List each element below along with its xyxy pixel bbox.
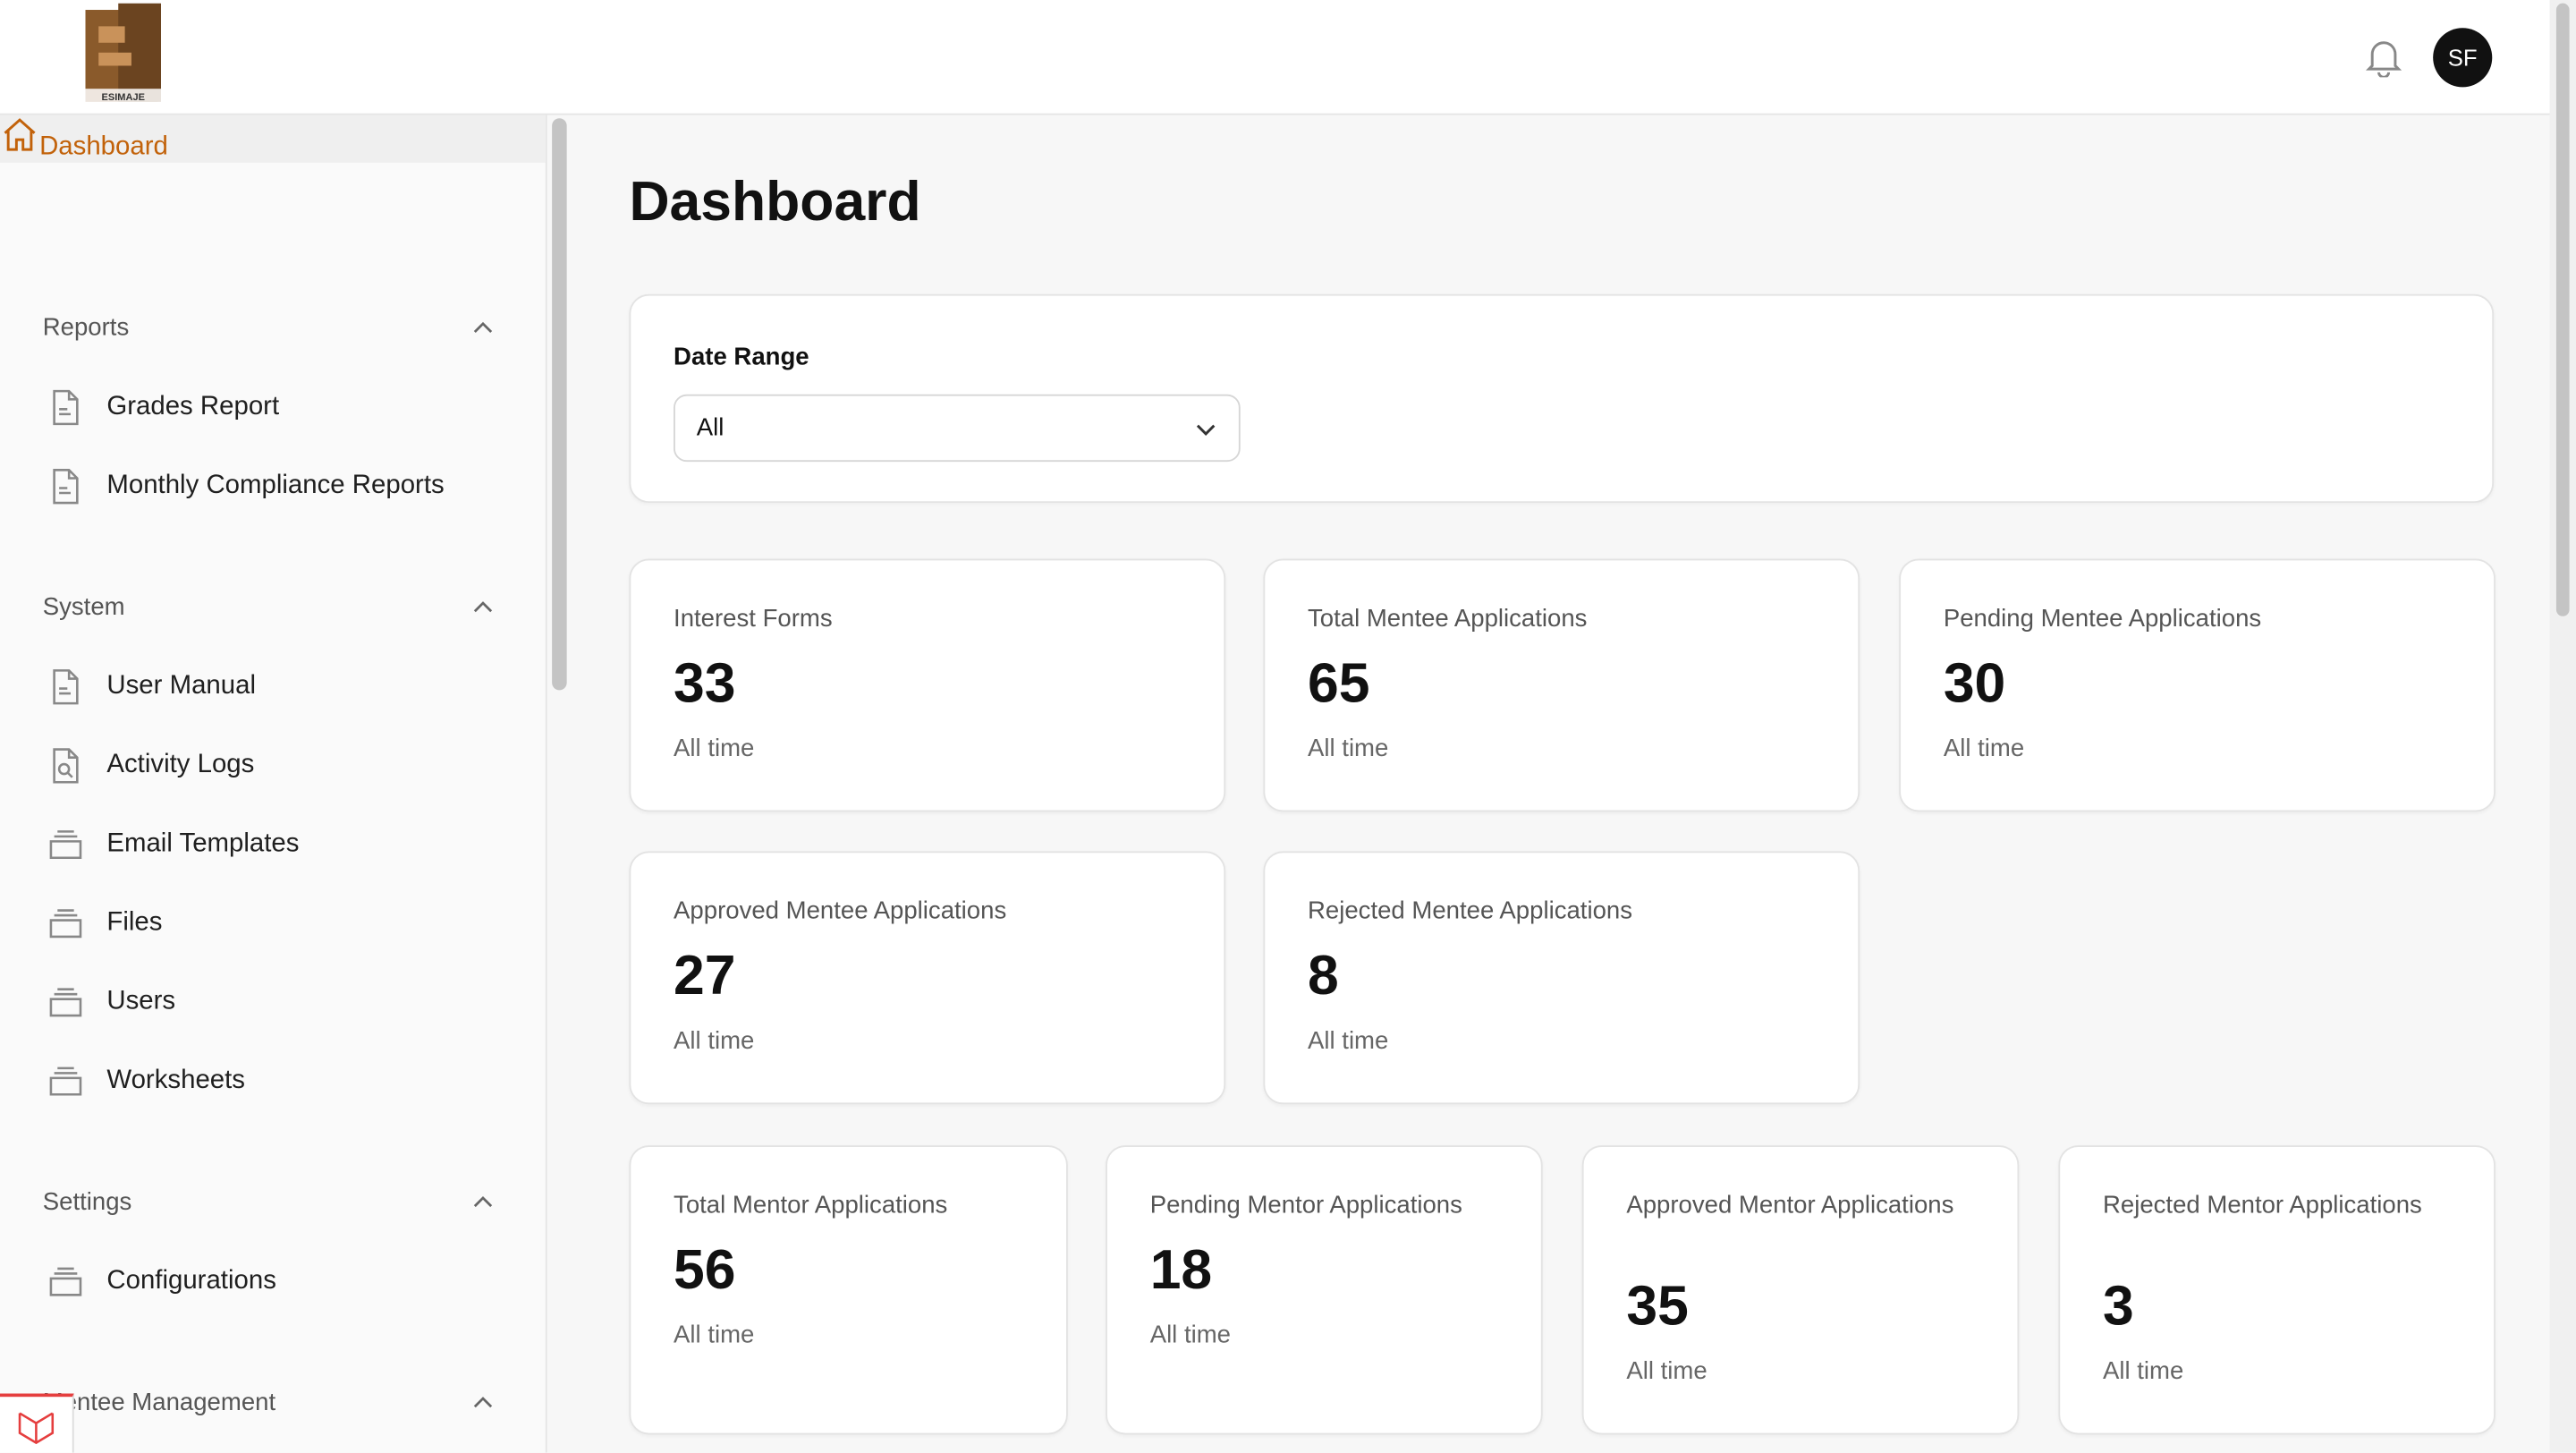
stat-label: Rejected Mentee Applications <box>1308 894 1816 930</box>
notifications-bell[interactable] <box>2366 38 2402 77</box>
nav-icon <box>46 467 85 506</box>
stat-description: All time <box>674 1027 754 1055</box>
stat-label: Pending Mentor Applications <box>1150 1188 1498 1224</box>
nav-label: Dashboard <box>39 133 168 161</box>
stat-value: 56 <box>674 1239 735 1304</box>
nav-icon <box>46 746 85 786</box>
stat-card: Total Mentor Applications 56 All time <box>629 1145 1067 1434</box>
nav-item[interactable]: Worksheets <box>30 1047 516 1116</box>
stat-description: All time <box>1944 735 2024 762</box>
top-bar: ESIMAJE SF <box>0 0 2550 115</box>
nav-item[interactable]: Grades Report <box>30 373 516 442</box>
nav-label: Worksheets <box>106 1066 245 1096</box>
nav-group-label[interactable]: Settings <box>43 1188 132 1216</box>
stat-label: Pending Mentee Applications <box>1944 601 2452 637</box>
stat-label: Rejected Mentor Applications <box>2103 1188 2451 1224</box>
stat-card: Rejected Mentee Applications 8 All time <box>1263 851 1860 1104</box>
debug-badge[interactable] <box>0 1394 74 1453</box>
sidebar-scrollbar <box>552 118 567 690</box>
page-scrollbar <box>2556 4 2570 616</box>
stat-card: Pending Mentee Applications 30 All time <box>1899 558 2496 811</box>
stat-value: 33 <box>674 652 735 717</box>
nav-label: Grades Report <box>106 393 279 422</box>
nav-item[interactable]: Activity Logs <box>30 731 516 800</box>
nav-icon <box>46 387 85 427</box>
filter-label: Date Range <box>674 344 809 371</box>
nav-item[interactable]: User Manual <box>30 652 516 721</box>
stat-card: Rejected Mentor Applications 3 All time <box>2058 1145 2496 1434</box>
stat-card: Approved Mentee Applications 27 All time <box>629 851 1225 1104</box>
nav-icon <box>46 904 85 943</box>
nav-label: Monthly Compliance Reports <box>106 472 444 501</box>
stat-description: All time <box>1150 1321 1231 1349</box>
nav-label: Users <box>106 988 175 1017</box>
stat-value: 65 <box>1308 652 1369 717</box>
stat-description: All time <box>1626 1357 1707 1385</box>
nav-icon <box>46 667 85 707</box>
stat-label: Approved Mentor Applications <box>1626 1188 1974 1224</box>
main: Dashboard Date Range All Interest Forms 33 Al… <box>572 115 2549 1453</box>
stat-description: All time <box>1308 1027 1388 1055</box>
stat-description: All time <box>2103 1357 2183 1385</box>
nav-label: Email Templates <box>106 830 299 860</box>
stat-card: Total Mentee Applications 65 All time <box>1263 558 1860 811</box>
stat-label: Interest Forms <box>674 601 1182 637</box>
nav-icon <box>0 115 39 155</box>
nav-label: Activity Logs <box>106 751 254 780</box>
stat-value: 8 <box>1308 945 1339 1009</box>
stat-value: 3 <box>2103 1275 2134 1339</box>
page-title: Dashboard <box>629 171 920 235</box>
nav-group-label[interactable]: System <box>43 593 125 621</box>
nav-group-label[interactable]: Mentee Management <box>43 1389 275 1416</box>
stat-label: Approved Mentee Applications <box>674 894 1182 930</box>
nav-item[interactable]: Configurations <box>30 1247 516 1316</box>
stat-label: Total Mentor Applications <box>674 1188 1023 1224</box>
nav-label: User Manual <box>106 672 256 701</box>
date-range-select[interactable]: All <box>674 395 1241 462</box>
nav-icon <box>46 1262 85 1302</box>
avatar[interactable]: SF <box>2433 28 2492 87</box>
collapse-chevron[interactable] <box>471 317 495 340</box>
nav-item[interactable]: Monthly Compliance Reports <box>30 452 516 521</box>
sidebar: Dashboard Reports Grades Report Monthly Com… <box>0 115 547 1453</box>
stat-card: Interest Forms 33 All time <box>629 558 1225 811</box>
stat-value: 18 <box>1150 1239 1212 1304</box>
stat-card: Pending Mentor Applications 18 All time <box>1106 1145 1543 1434</box>
select-chevron <box>1194 418 1217 441</box>
filter-card: Date Range All <box>629 294 2494 503</box>
stat-value: 30 <box>1944 652 2005 717</box>
nav-item[interactable]: Email Templates <box>30 810 516 879</box>
nav-label: Configurations <box>106 1267 275 1296</box>
collapse-chevron[interactable] <box>471 597 495 620</box>
stat-description: All time <box>674 735 754 762</box>
nav-icon <box>46 825 85 864</box>
nav-icon <box>46 1062 85 1101</box>
stat-description: All time <box>1308 735 1388 762</box>
collapse-chevron[interactable] <box>471 1392 495 1415</box>
nav-item-active[interactable]: Dashboard <box>0 115 546 163</box>
collapse-chevron[interactable] <box>471 1192 495 1215</box>
nav-icon <box>46 982 85 1022</box>
svg-text:ESIMAJE: ESIMAJE <box>102 92 145 103</box>
select-value: All <box>697 414 724 442</box>
nav-group-label[interactable]: Reports <box>43 314 129 342</box>
stat-card: Approved Mentor Applications 35 All time <box>1582 1145 2020 1434</box>
stat-description: All time <box>674 1321 754 1349</box>
stat-value: 35 <box>1626 1275 1688 1339</box>
nav-item[interactable]: Users <box>30 968 516 1037</box>
logo: ESIMAJE <box>82 4 165 109</box>
stat-value: 27 <box>674 945 735 1009</box>
nav-item[interactable]: Files <box>30 889 516 958</box>
stat-label: Total Mentee Applications <box>1308 601 1816 637</box>
nav-label: Files <box>106 909 162 939</box>
